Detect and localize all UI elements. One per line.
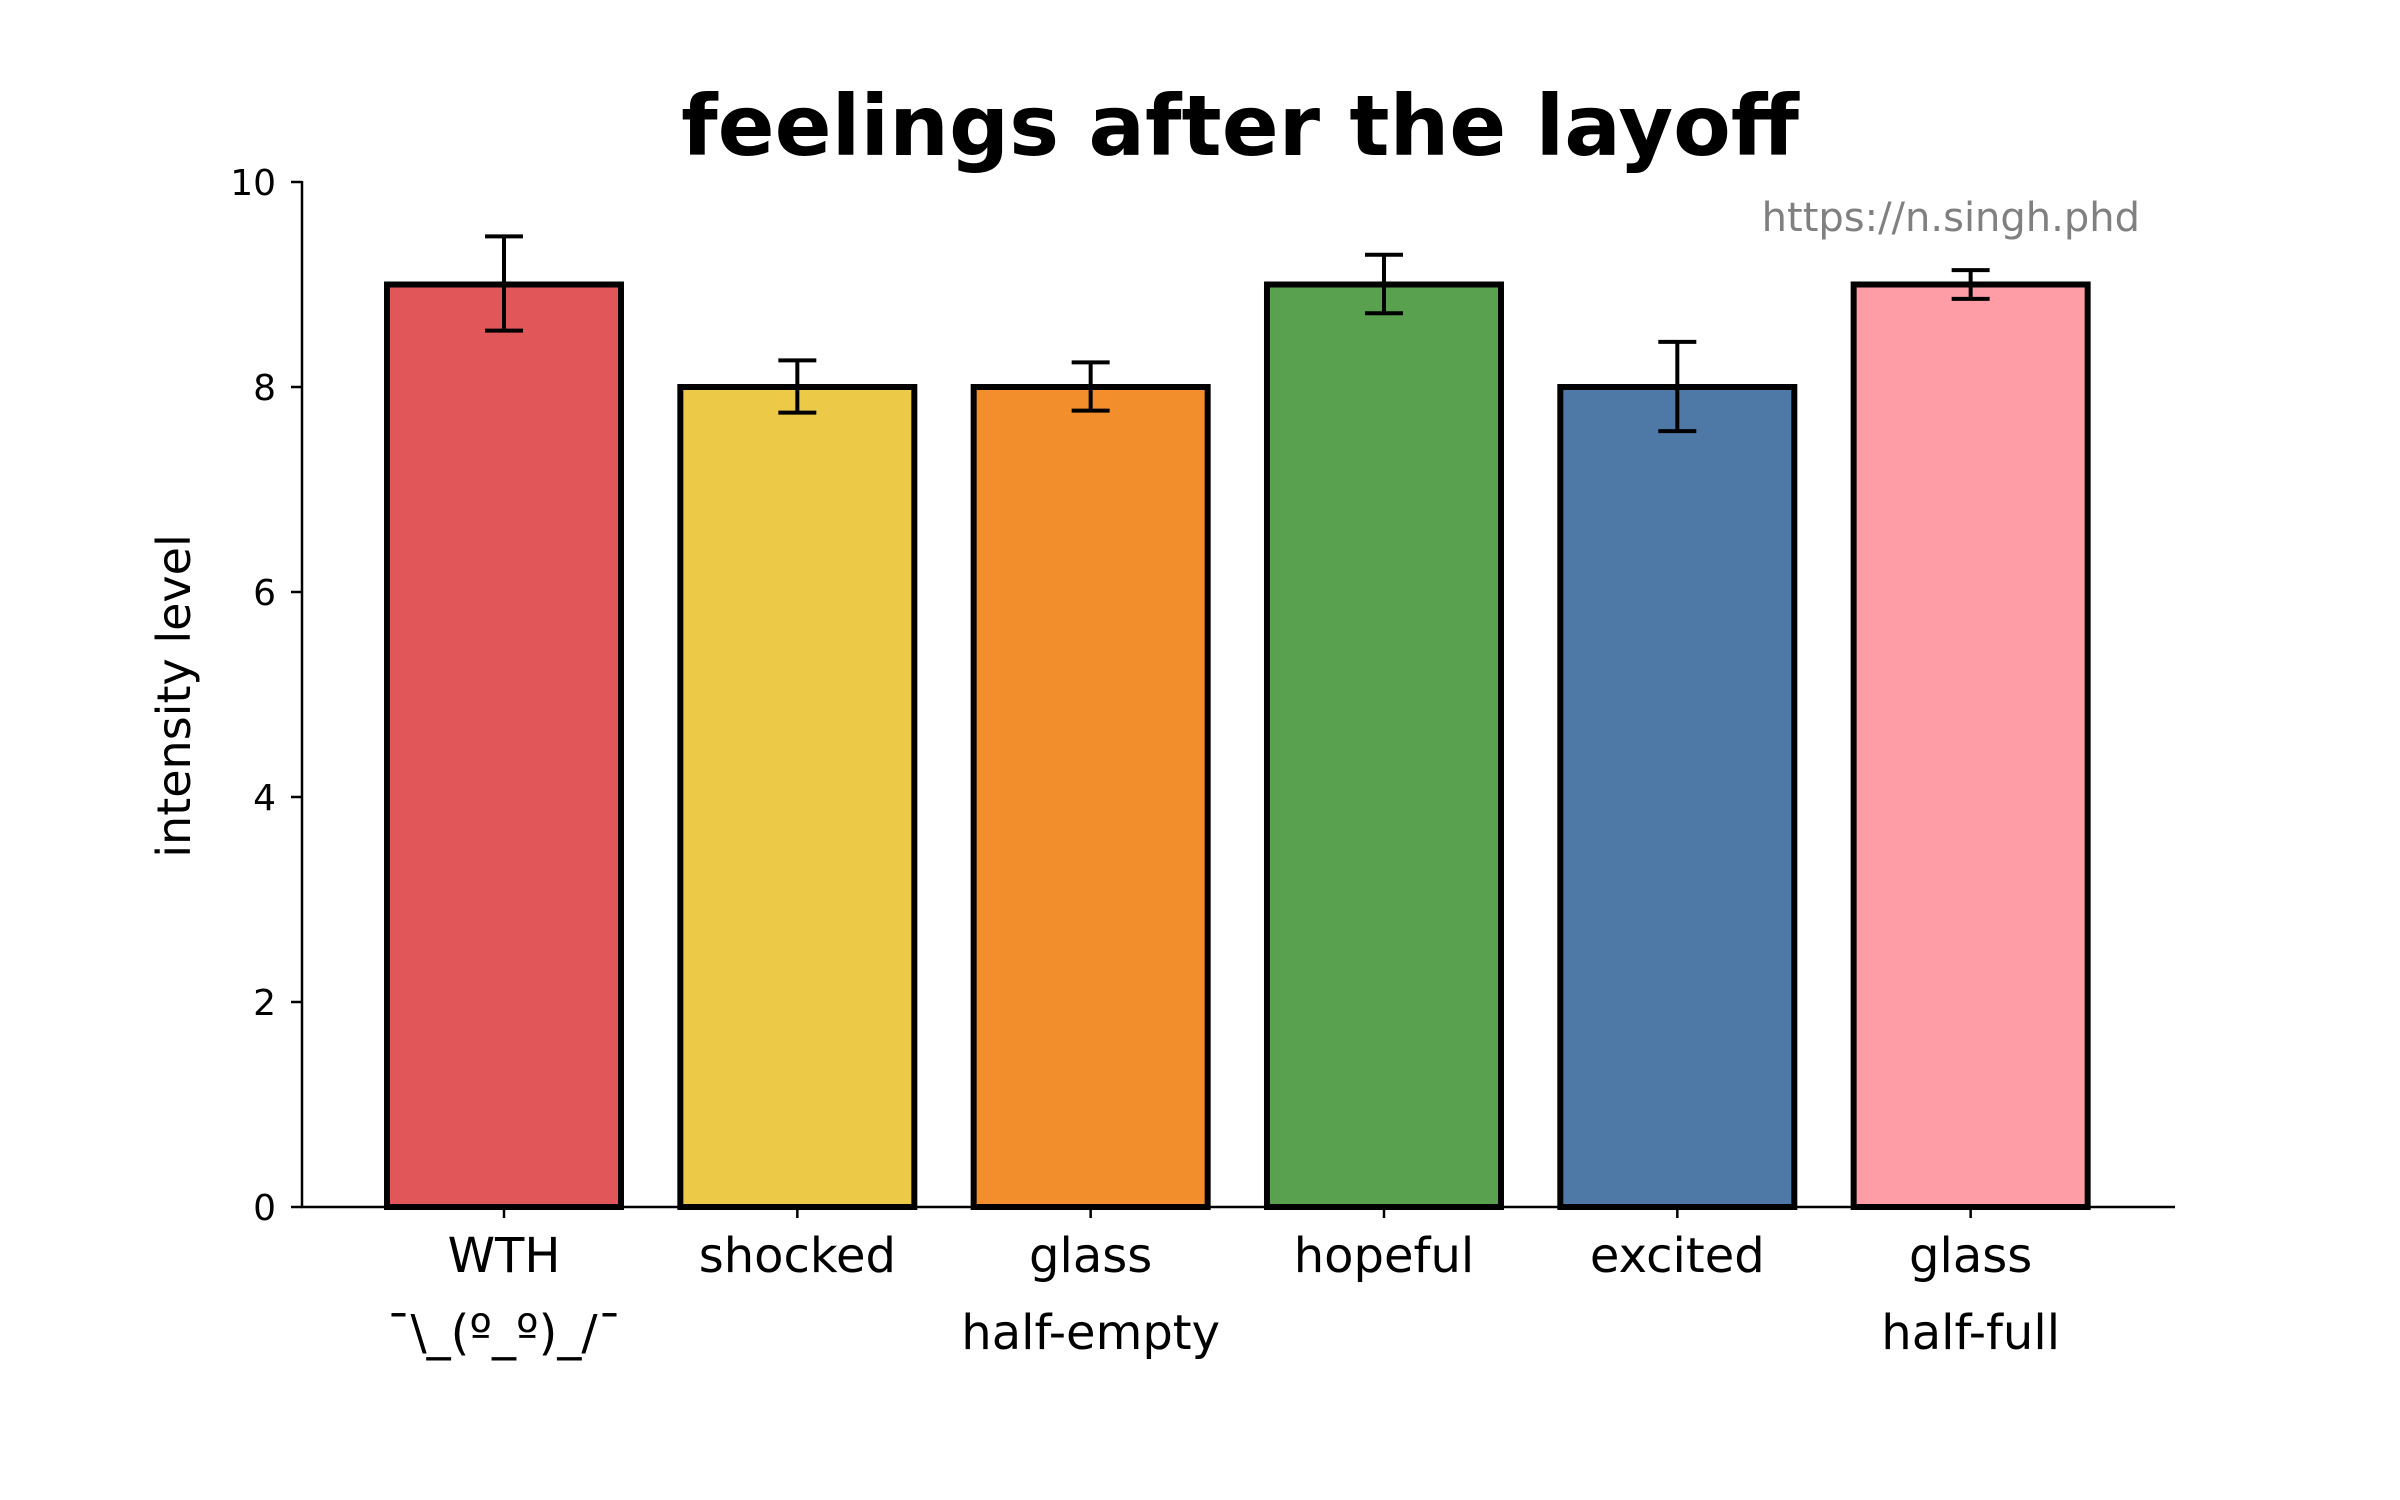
- y-tick-label-2: 4: [253, 778, 276, 819]
- y-tick-label-5: 10: [230, 163, 276, 204]
- x-tick-label-2-line-0: glass: [1029, 1228, 1152, 1284]
- y-tick-label-4: 8: [253, 368, 276, 409]
- chart-title: feelings after the layoff: [681, 77, 1800, 175]
- x-tick-label-2: glass half-empty: [961, 1228, 1220, 1361]
- error-bar-3: [1364, 252, 1403, 316]
- bar-1: [677, 384, 918, 1210]
- bar-3: [1263, 281, 1504, 1210]
- x-tick-label-1: shocked: [699, 1228, 896, 1284]
- bar-4: [1557, 384, 1798, 1210]
- y-tick-label-3: 6: [253, 573, 276, 614]
- bar-0: [384, 281, 624, 1210]
- x-tick-label-5-line-1: half-full: [1881, 1305, 2060, 1361]
- watermark-text: https://n.singh.phd: [1762, 195, 2140, 241]
- x-tick-label-3-line-0: hopeful: [1294, 1228, 1474, 1284]
- error-bar-4: [1658, 339, 1697, 434]
- x-tick-label-4-line-0: excited: [1590, 1228, 1765, 1284]
- x-tick-label-3: hopeful: [1294, 1228, 1474, 1284]
- error-bar-2: [1071, 360, 1110, 413]
- bar-5: [1850, 281, 2091, 1210]
- y-axis-label: intensity level: [147, 534, 201, 857]
- x-tick-label-0-line-0: WTH: [448, 1228, 561, 1284]
- error-bar-5: [1951, 268, 1990, 301]
- x-tick-label-5: glass half-full: [1881, 1228, 2060, 1361]
- error-bar-1: [778, 358, 817, 415]
- error-bar-0: [485, 234, 523, 333]
- x-ticks-layer: WTH ¯\_(º_º)_/¯ shocked glass half-empty hope…: [386, 1207, 2060, 1361]
- error-bars-layer: [485, 234, 1990, 434]
- x-tick-label-0-line-1: ¯\_(º_º)_/¯: [386, 1305, 621, 1361]
- x-tick-label-2-line-1: half-empty: [961, 1305, 1220, 1361]
- x-tick-label-1-line-0: shocked: [699, 1228, 896, 1284]
- y-tick-label-1: 2: [253, 983, 276, 1024]
- x-tick-label-0: WTH ¯\_(º_º)_/¯: [386, 1228, 621, 1361]
- axes-layer: [300, 181, 2175, 1209]
- bar-2: [970, 384, 1211, 1210]
- x-tick-label-5-line-0: glass: [1909, 1228, 2032, 1284]
- y-tick-label-0: 0: [253, 1188, 276, 1229]
- bars-layer: [384, 281, 2091, 1210]
- x-tick-label-4: excited: [1590, 1228, 1765, 1284]
- y-ticks-layer: 0 2 4 6 8 10: [230, 163, 302, 1229]
